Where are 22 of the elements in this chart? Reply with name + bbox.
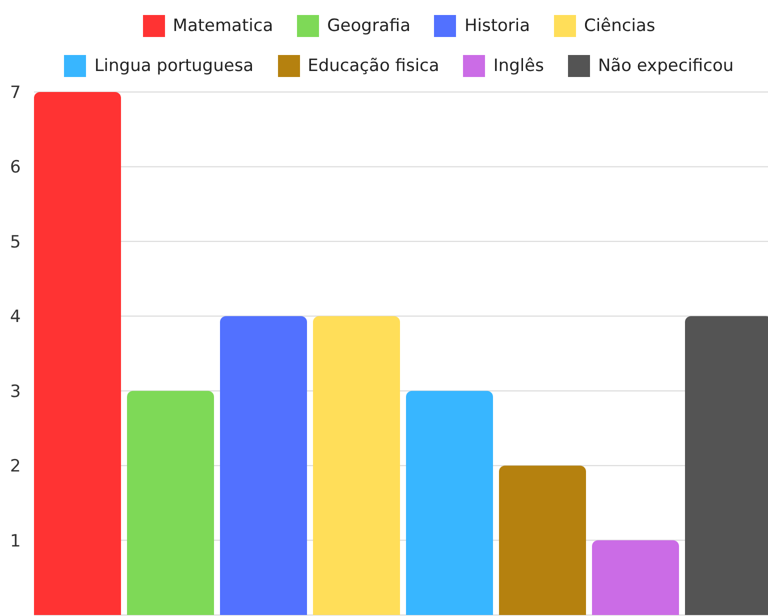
y-tick-label: 6 <box>10 158 21 178</box>
y-tick-label: 7 <box>10 83 21 103</box>
legend-label: Inglês <box>492 55 544 78</box>
bar <box>220 316 307 615</box>
y-tick-label: 4 <box>10 307 21 328</box>
legend-label: Matematica <box>172 15 274 38</box>
bar <box>34 92 121 615</box>
bar <box>592 540 679 615</box>
legend-label: Historia <box>463 15 530 38</box>
legend-label: Lingua portuguesa <box>93 55 254 78</box>
legend-label: Educação fisica <box>306 55 440 78</box>
legend-label: Geografia <box>326 15 410 38</box>
bar <box>127 390 214 615</box>
bar <box>499 466 586 615</box>
bar <box>406 390 493 615</box>
y-tick-label: 2 <box>10 456 21 477</box>
legend-label: Ciências <box>583 15 656 38</box>
bar <box>313 316 400 615</box>
legend-label: Não expecificou <box>596 55 734 78</box>
y-tick-label: 5 <box>10 232 21 252</box>
y-tick-label: 3 <box>10 382 21 402</box>
y-tick-label: 1 <box>10 531 21 552</box>
